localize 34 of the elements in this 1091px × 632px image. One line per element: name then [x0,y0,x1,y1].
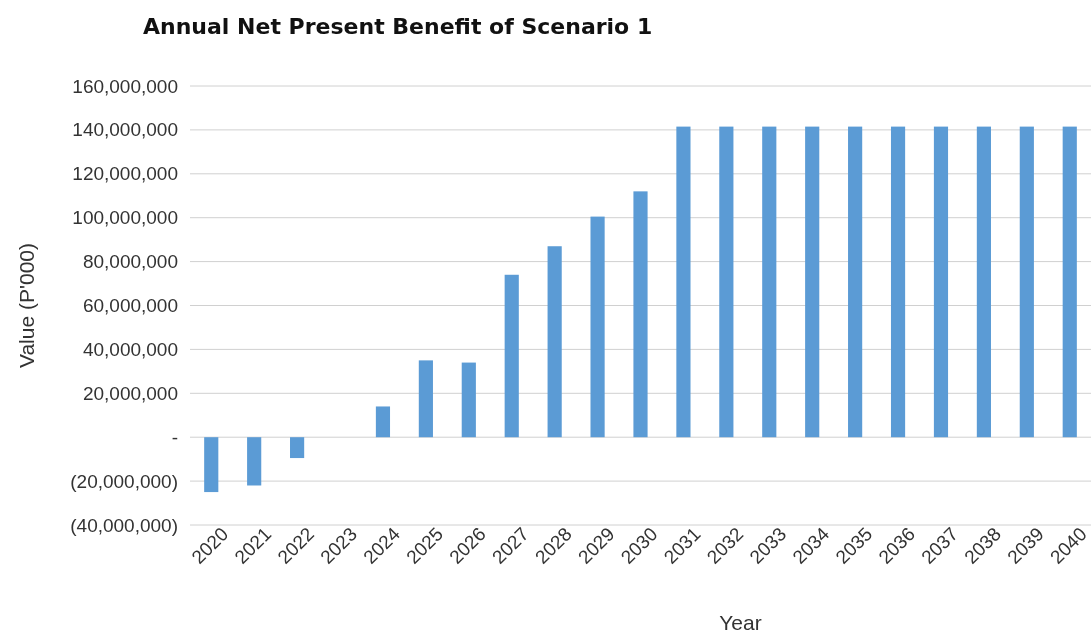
bar [1019,126,1034,438]
y-tick-label: (20,000,000) [70,470,178,492]
bar [504,274,519,438]
bar [418,360,433,438]
bar [290,437,305,459]
y-tick-label: 20,000,000 [82,382,178,404]
bar [719,126,734,438]
y-tick-label: (40,000,000) [70,514,178,536]
y-tick-label: 140,000,000 [72,119,178,141]
y-tick-label: - [171,426,178,448]
y-axis-title: Value (P'000) [15,242,38,369]
bar [247,437,262,486]
bar [976,126,991,438]
bar [890,126,906,438]
y-tick-label: 160,000,000 [72,75,178,97]
bar [375,406,391,438]
y-tick-label: 80,000,000 [82,251,178,273]
bar [633,191,648,438]
bar [762,126,777,438]
y-tick-label: 100,000,000 [72,207,178,229]
bar [1062,126,1077,438]
bar [204,437,219,493]
chart-title: Annual Net Present Benefit of Scenario 1 [143,14,653,39]
bar [848,126,863,438]
bar [461,362,476,438]
x-axis-title: Year [719,611,762,632]
y-tick-label: 60,000,000 [82,295,178,317]
bar [933,126,949,438]
y-tick-label: 40,000,000 [82,338,178,360]
bar [590,216,605,438]
y-tick-label: 120,000,000 [72,163,178,185]
bar [547,246,562,438]
bar [805,126,820,438]
bar [676,126,691,438]
